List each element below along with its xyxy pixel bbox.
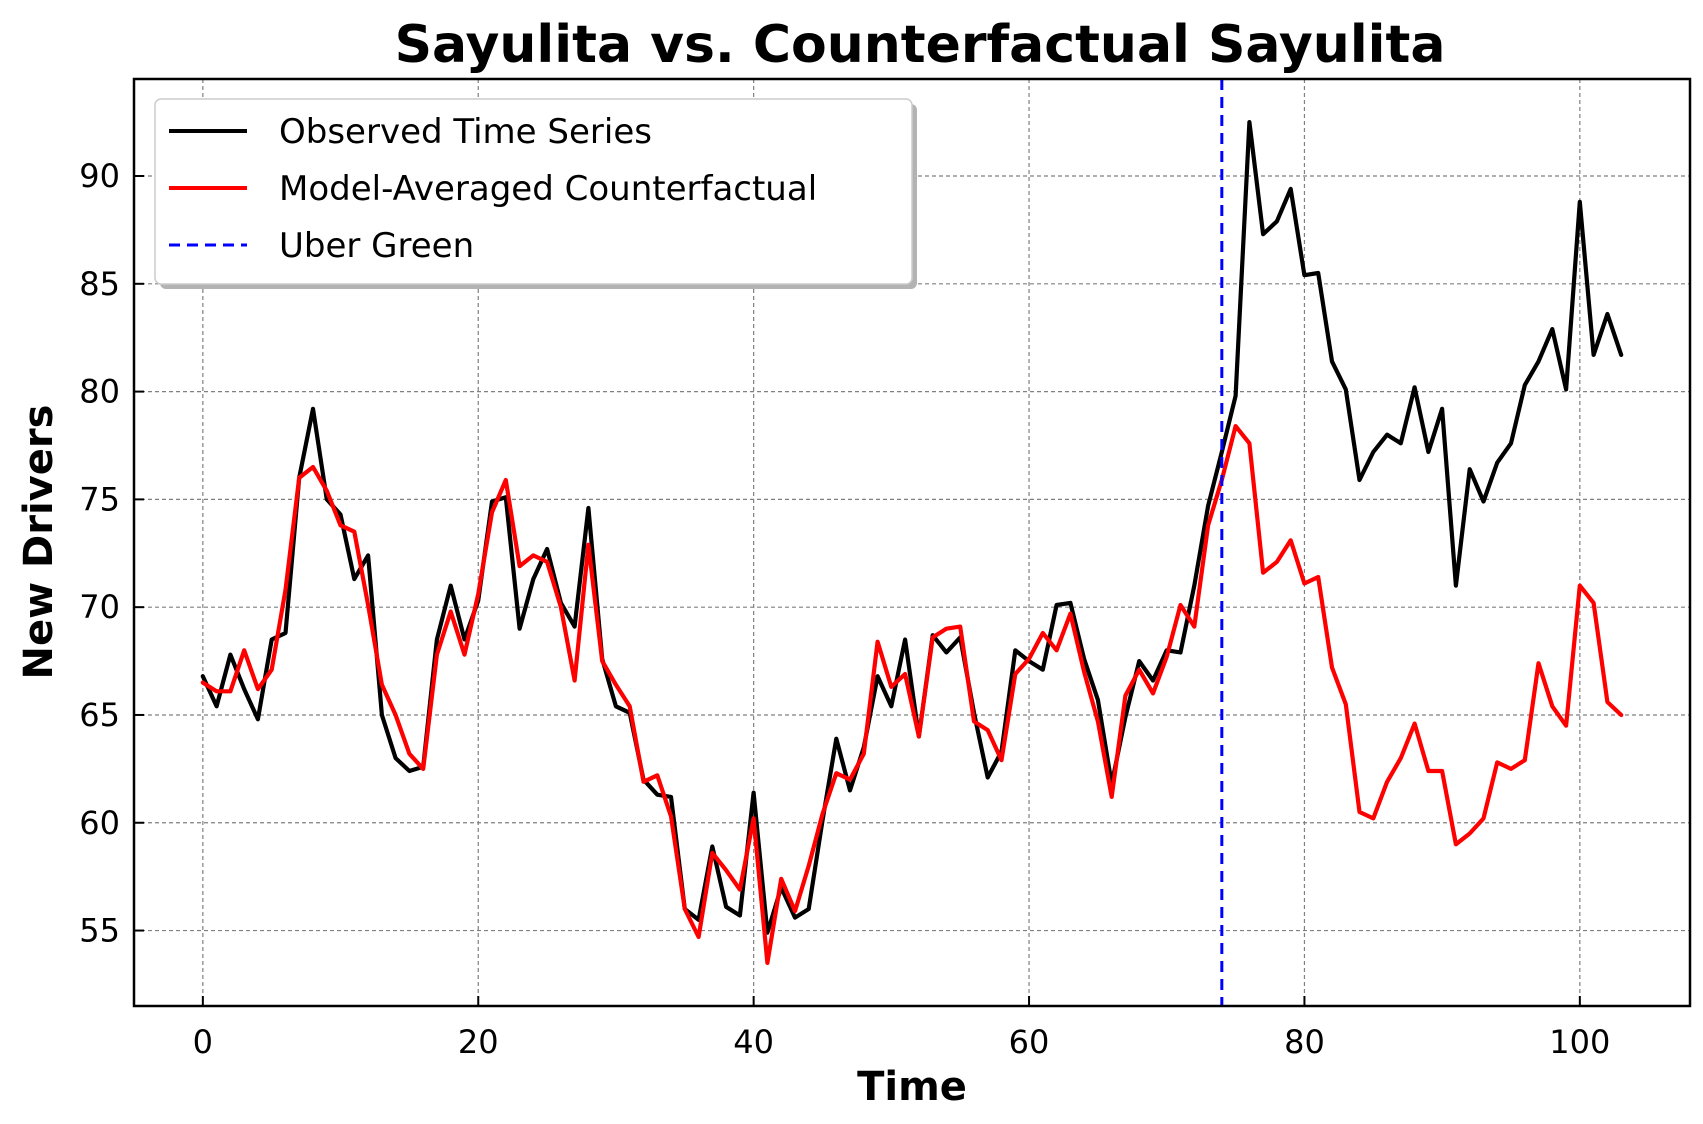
x-tick-label: 40 — [733, 1023, 774, 1061]
plot-frame — [132, 77, 1692, 1008]
series-layer — [200, 119, 1624, 966]
x-tick-label: 60 — [1009, 1023, 1050, 1061]
x-tick-label: 20 — [458, 1023, 499, 1061]
x-tick-label: 0 — [193, 1023, 213, 1061]
y-axis-label: New Drivers — [16, 405, 62, 680]
legend-entry-counterfactual-label: Model-Averaged Counterfactual — [279, 169, 817, 209]
x-tick-label: 80 — [1284, 1023, 1325, 1061]
y-tick-label: 80 — [79, 373, 120, 411]
chart-title: Sayulita vs. Counterfactual Sayulita — [395, 15, 1446, 75]
x-axis-label: Time — [857, 1064, 967, 1110]
observed-series-line — [200, 119, 1624, 935]
x-tick-label: 100 — [1549, 1023, 1610, 1061]
y-tick-label: 70 — [79, 588, 120, 626]
y-tick-label: 60 — [79, 804, 120, 842]
legend: Observed Time Series Model-Averaged Count… — [154, 98, 917, 289]
counterfactual-series-line — [200, 424, 1624, 966]
legend-entry-observed-label: Observed Time Series — [279, 112, 652, 152]
y-tick-label: 75 — [79, 480, 120, 518]
legend-entry-uber-green-label: Uber Green — [279, 226, 474, 266]
y-tick-label: 90 — [79, 157, 120, 195]
ticks: 0 20 40 60 80 100 55 60 65 70 75 80 85 90 — [79, 157, 1610, 1061]
y-tick-label: 65 — [79, 696, 120, 734]
legend-box — [154, 98, 913, 285]
y-tick-label: 85 — [79, 265, 120, 303]
y-tick-label: 55 — [79, 912, 120, 950]
